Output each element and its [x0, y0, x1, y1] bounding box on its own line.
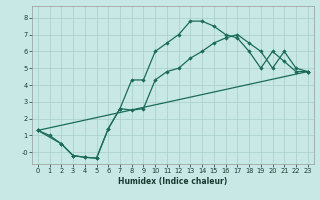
X-axis label: Humidex (Indice chaleur): Humidex (Indice chaleur)	[118, 177, 228, 186]
